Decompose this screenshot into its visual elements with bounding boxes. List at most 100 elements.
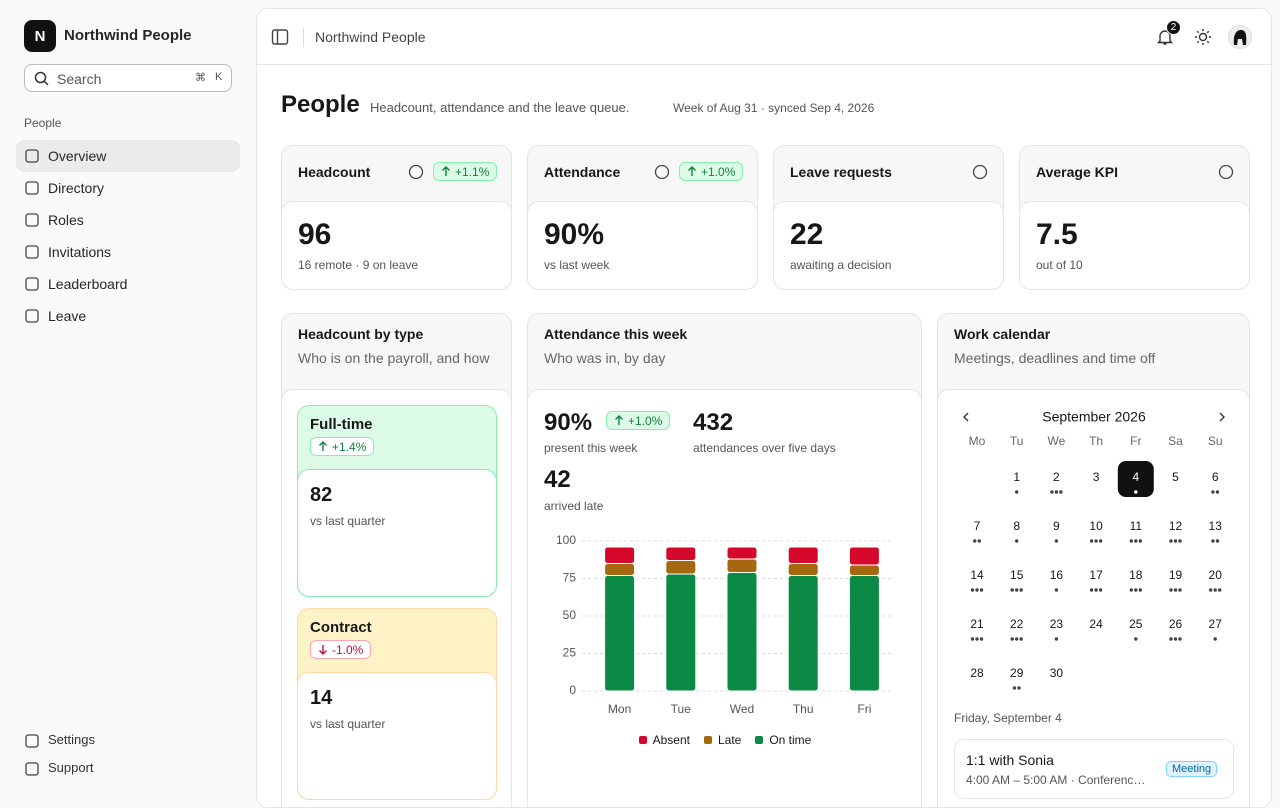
bar-segment (726, 558, 758, 573)
nav-section: People (24, 116, 62, 130)
nav-item[interactable]: Invitations (16, 236, 240, 268)
calendar-day: 10 (1089, 519, 1103, 533)
event-dots (1010, 637, 1023, 641)
bar-segment (787, 563, 819, 576)
kpi-value: 90% (544, 218, 605, 251)
event-dot (1138, 588, 1142, 592)
event-dot (1215, 539, 1220, 543)
calendar-day: 18 (1129, 568, 1143, 582)
calendar-day: 29 (1010, 666, 1024, 680)
icon-shape (25, 277, 39, 291)
icon-shape (25, 734, 39, 748)
brand-logo: N (24, 20, 56, 52)
event-dots (1089, 588, 1103, 592)
nav-item[interactable]: Leave (16, 300, 240, 332)
calendar-day: 11 (1130, 519, 1143, 533)
bar-segment (726, 546, 758, 560)
calendar-day: 23 (1050, 617, 1064, 631)
icon-shape (25, 213, 39, 227)
shortcut-key: ⌘ (195, 72, 206, 84)
footer-link[interactable]: Settings (24, 732, 95, 750)
event-dots (1169, 588, 1182, 592)
kpi-card: Average KPI 7.5 out of 10 (1019, 145, 1250, 290)
type-note: vs last quarter (310, 717, 386, 731)
event-dot (1054, 539, 1059, 543)
delta-pill: +1.1% (433, 162, 498, 181)
stat-note: present this week (544, 441, 638, 455)
nav-label: Overview (48, 148, 107, 164)
event-dot (970, 637, 975, 641)
event-dot (1015, 637, 1019, 641)
kpi-body: 22 awaiting a decision (773, 201, 1004, 290)
bar-segment (787, 575, 819, 692)
calendar-day: 14 (970, 568, 984, 582)
event-time: 4:00 AM – 5:00 AM · Conferenc… (966, 773, 1146, 787)
arrow (615, 415, 623, 425)
y-tick-label: 75 (563, 571, 577, 585)
calendar-grid: September 2026 Mo Tu We Th Fr Sa Su1 2 3 4 5 67 8 9 10… (963, 409, 1225, 690)
attendance-late: 42 (544, 466, 571, 493)
calendar-day: 19 (1169, 568, 1183, 582)
arrow (442, 166, 450, 176)
sidebar: N Northwind People Search ⌘ K People Ove… (0, 0, 256, 800)
search-box[interactable]: Search ⌘ K (24, 64, 232, 92)
icon-shape (1218, 164, 1234, 180)
brand-name: Northwind People (64, 27, 192, 44)
icon-shape (25, 309, 39, 323)
calendar-day: 5 (1172, 470, 1179, 484)
delta-value: -1.0% (332, 642, 364, 657)
event-dots (970, 588, 984, 592)
event-dot (1211, 490, 1215, 494)
footer-link[interactable]: Support (24, 760, 94, 778)
calendar-day: 15 (1010, 568, 1024, 582)
event-dot (1134, 637, 1138, 641)
nav-item[interactable]: Leaderboard (16, 268, 240, 300)
nav-icon (25, 181, 39, 195)
event-dot (1054, 637, 1059, 641)
event-dot (1050, 490, 1054, 494)
type-name: Full-time (310, 416, 373, 433)
kpi-card: Attendance +1.0% 90% vs last week (527, 145, 758, 290)
breadcrumb[interactable]: Northwind People (315, 29, 426, 45)
theme-toggle[interactable] (1194, 28, 1212, 46)
nav-item[interactable]: Directory (16, 172, 240, 204)
event-dot (1134, 588, 1138, 592)
x-tick-label: Mon (608, 702, 631, 716)
shortcut-key: K (215, 71, 223, 83)
calendar-day: 8 (1013, 519, 1020, 533)
prev-month[interactable] (963, 412, 969, 422)
legend-swatch (703, 736, 712, 744)
delta-pill: -1.0% (310, 640, 372, 659)
event-dot (1178, 637, 1182, 641)
event-card[interactable]: 1:1 with Sonia 4:00 AM – 5:00 AM · Confe… (954, 739, 1234, 799)
legend-item: Absent (638, 733, 690, 747)
event-dot (1054, 588, 1059, 592)
nav-item[interactable]: Roles (16, 204, 240, 236)
event-dot (1089, 588, 1094, 592)
type-value: 82 (310, 484, 333, 506)
event-dot (1017, 686, 1021, 690)
event-dot (977, 539, 981, 543)
event-dots (1169, 637, 1182, 641)
weekday-label: Th (1089, 434, 1103, 448)
next-month[interactable] (1219, 412, 1225, 422)
headcount-by-type-panel: Headcount by type Who is on the payroll,… (281, 313, 512, 807)
nav-item[interactable]: Overview (16, 140, 240, 172)
event-dot (1169, 637, 1173, 641)
event-dot (1012, 686, 1017, 690)
nav-label: Directory (48, 180, 105, 196)
kpi-label: Average KPI (1036, 164, 1118, 180)
delta-value: +1.0% (628, 413, 663, 428)
legend-swatch (638, 736, 647, 744)
user-avatar[interactable] (1228, 25, 1252, 49)
delta-value: +1.4% (332, 439, 367, 454)
attendance-panel: Attendance this week Who was in, by day … (527, 313, 922, 807)
bar-segment (604, 546, 636, 564)
main-panel: Northwind People 2 People Headcount, att… (256, 8, 1272, 808)
delta-arrow (319, 645, 327, 655)
delta-pill: +1.0% (679, 162, 744, 181)
agenda-date: Friday, September 4 (954, 711, 1062, 725)
kpi-body: 7.5 out of 10 (1019, 201, 1250, 290)
sidebar-toggle[interactable] (271, 28, 289, 46)
